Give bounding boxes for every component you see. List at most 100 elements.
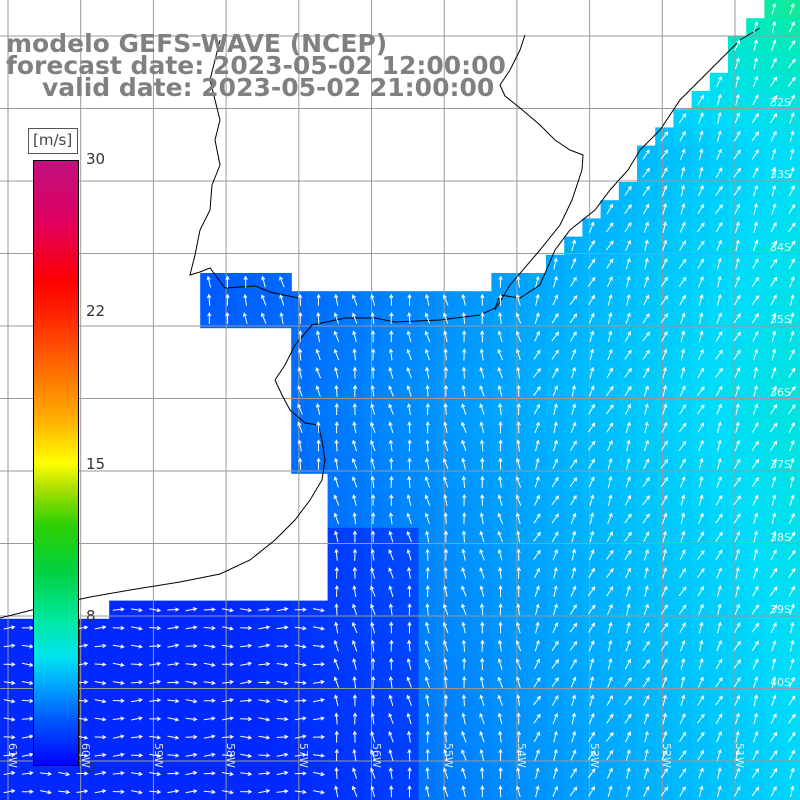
wind-arrow xyxy=(352,639,358,652)
wind-arrow xyxy=(240,753,253,758)
wind-arrow xyxy=(370,366,376,379)
wind-arrow xyxy=(735,712,740,725)
wind-arrow xyxy=(771,494,777,506)
wind-arrow xyxy=(644,585,649,597)
wind-arrow xyxy=(167,607,180,612)
wind-arrow xyxy=(406,385,412,397)
wind-arrow xyxy=(258,625,271,630)
wind-arrow xyxy=(715,385,723,397)
wind-arrow xyxy=(167,735,180,740)
wind-arrow xyxy=(131,608,143,613)
wind-arrow xyxy=(678,586,687,597)
wind-arrow xyxy=(569,477,578,487)
wind-arrow xyxy=(3,770,16,776)
wind-arrow xyxy=(626,275,631,288)
wind-arrow xyxy=(21,680,34,686)
wind-arrow xyxy=(352,730,357,743)
wind-arrow xyxy=(297,385,303,397)
wind-arrow xyxy=(534,639,540,652)
wind-arrow xyxy=(313,790,325,795)
wind-arrow xyxy=(185,680,198,686)
wind-arrow xyxy=(588,403,595,415)
wind-arrow xyxy=(480,311,485,325)
wind-arrow xyxy=(534,585,540,597)
wind-arrow xyxy=(698,348,704,361)
wind-arrow xyxy=(535,621,540,634)
wind-arrow xyxy=(334,730,339,743)
wind-arrow xyxy=(258,771,271,776)
wind-arrow xyxy=(279,294,285,306)
wind-arrow xyxy=(240,698,253,703)
wind-arrow xyxy=(424,658,431,670)
wind-arrow xyxy=(644,421,649,434)
wind-arrow xyxy=(479,549,485,561)
wind-arrow xyxy=(58,789,71,795)
wind-arrow xyxy=(258,661,271,667)
wind-arrow xyxy=(735,730,740,743)
wind-arrow xyxy=(534,476,540,488)
wind-arrow xyxy=(461,403,467,415)
wind-arrow xyxy=(734,112,740,124)
wind-arrow xyxy=(570,257,577,270)
wind-arrow xyxy=(406,348,412,361)
lat-label: 39S xyxy=(770,603,791,616)
wind-arrow xyxy=(497,530,503,543)
wind-arrow xyxy=(479,348,484,361)
wind-arrow xyxy=(606,367,613,379)
wind-arrow xyxy=(625,585,631,597)
wind-arrow xyxy=(461,439,467,452)
wind-arrow xyxy=(788,349,795,361)
wind-arrow xyxy=(551,367,559,379)
wind-arrow xyxy=(371,675,376,689)
wind-arrow xyxy=(167,753,180,758)
wind-arrow xyxy=(789,2,795,15)
wind-arrow xyxy=(662,221,667,234)
wind-arrow xyxy=(625,239,631,251)
wind-arrow xyxy=(533,367,541,378)
wind-arrow xyxy=(715,677,723,688)
wind-arrow xyxy=(297,348,303,361)
lon-label: 61W xyxy=(6,743,19,768)
wind-arrow xyxy=(130,753,144,758)
wind-arrow xyxy=(769,94,778,105)
wind-arrow xyxy=(643,622,650,634)
wind-arrow xyxy=(680,476,686,488)
wind-arrow xyxy=(625,312,631,324)
wind-arrow xyxy=(279,312,284,324)
wind-arrow xyxy=(407,293,412,306)
wind-arrow xyxy=(770,785,777,797)
wind-arrow xyxy=(571,694,577,707)
wind-arrow xyxy=(771,21,777,33)
wind-arrow xyxy=(553,439,558,452)
wind-arrow xyxy=(21,698,34,704)
wind-arrow xyxy=(3,717,16,722)
wind-arrow xyxy=(334,603,339,616)
wind-arrow xyxy=(294,698,307,703)
wind-arrow xyxy=(313,698,325,703)
wind-arrow xyxy=(352,530,358,543)
wind-arrow xyxy=(552,712,558,725)
wind-arrow xyxy=(771,530,777,543)
wind-arrow xyxy=(606,749,614,761)
wind-arrow xyxy=(735,239,740,252)
wind-arrow xyxy=(533,531,541,542)
wind-arrow xyxy=(716,421,722,434)
wind-arrow xyxy=(443,330,448,343)
wind-arrow xyxy=(240,716,253,722)
wind-arrow xyxy=(570,331,577,342)
wind-arrow xyxy=(644,239,649,252)
wind-arrow xyxy=(424,639,431,652)
wind-arrow xyxy=(149,625,162,631)
wind-arrow xyxy=(734,767,741,779)
wind-arrow xyxy=(734,530,741,543)
wind-arrow xyxy=(698,166,704,179)
wind-arrow xyxy=(678,422,687,433)
wind-arrow xyxy=(240,608,253,613)
wind-arrow xyxy=(661,494,668,506)
wind-arrow xyxy=(771,148,777,161)
wind-arrow xyxy=(533,549,541,560)
wind-arrow xyxy=(716,457,722,470)
wind-arrow xyxy=(788,549,796,560)
wind-arrow xyxy=(371,512,376,525)
wind-arrow xyxy=(497,367,503,379)
